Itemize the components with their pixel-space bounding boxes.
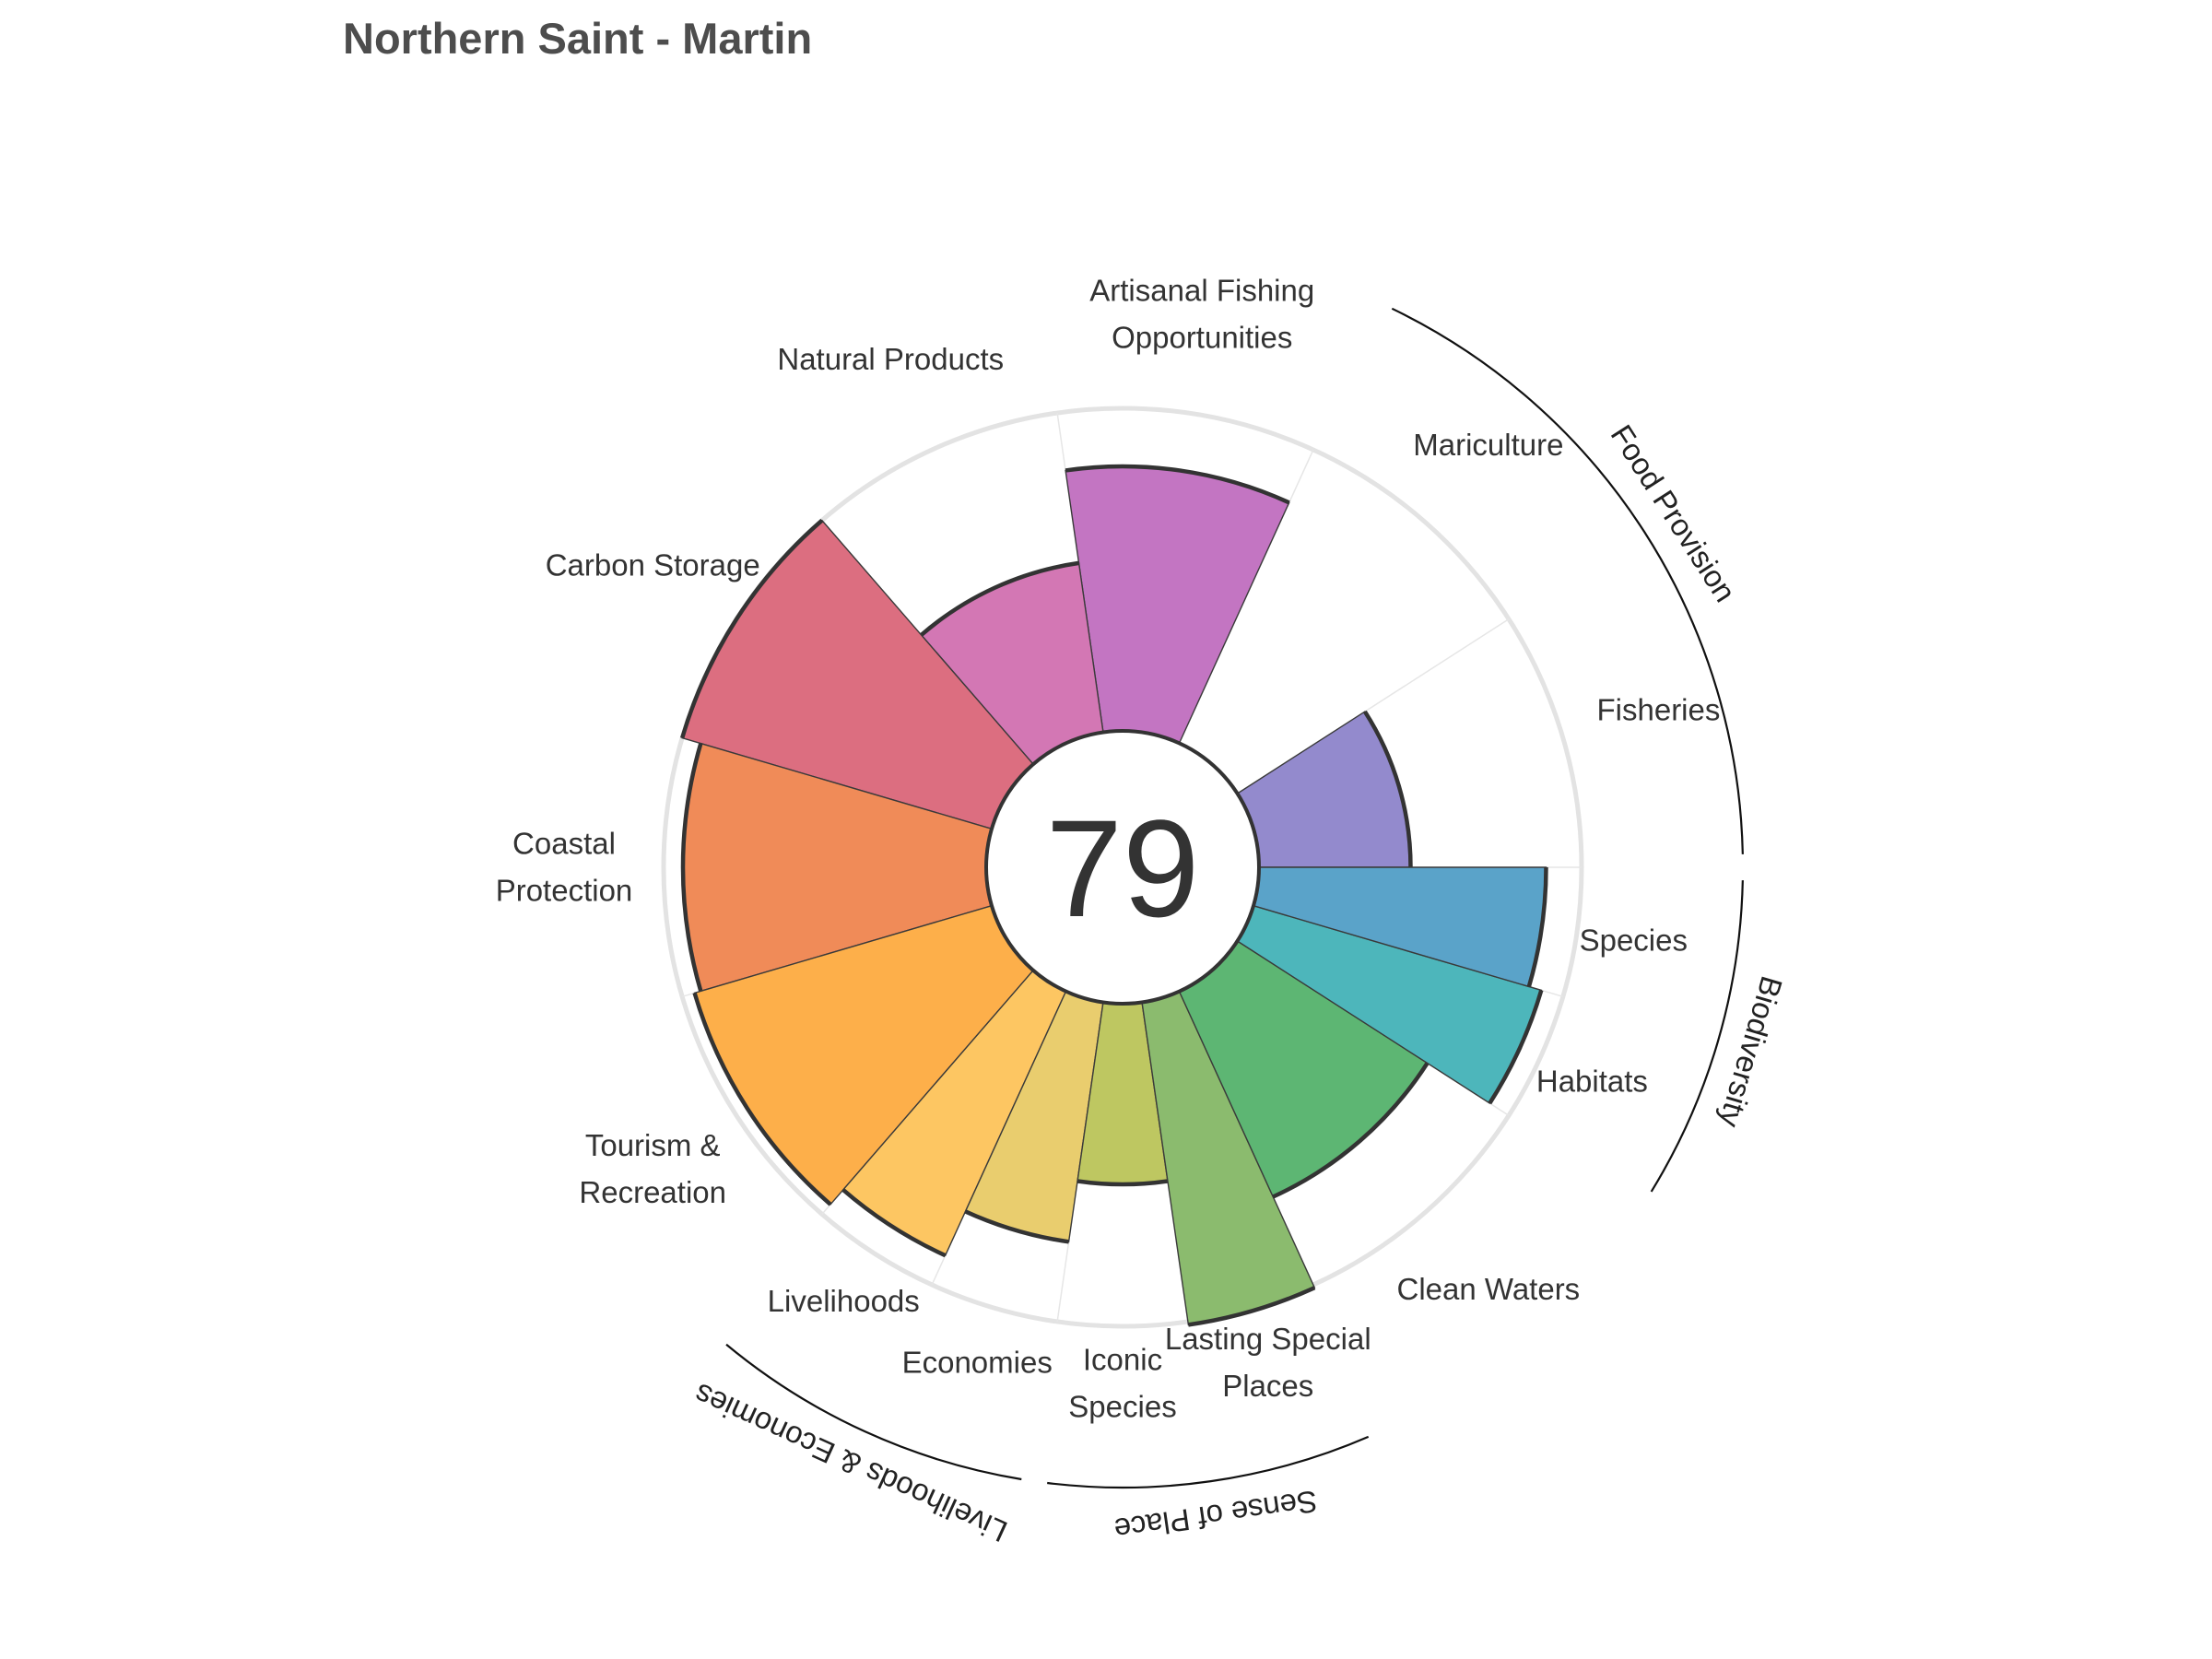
petal-outline-clean-waters: [1272, 1062, 1430, 1199]
label-tourism-and-recreation: Tourism & Recreation: [579, 1128, 726, 1209]
petal-outline-artisanal-fishing-opportunities: [1065, 464, 1290, 505]
petal-fisheries: [1236, 711, 1412, 868]
label-iconic-species: Iconic Species: [1068, 1343, 1176, 1424]
group-arc-food-provision: [1391, 307, 1744, 854]
petal-outline-economies: [964, 1209, 1069, 1244]
group-label-food-provision: Food Provision: [1605, 418, 1743, 607]
petal-outline-iconic-species: [1077, 1179, 1169, 1187]
group-label-sense-of-place: Sense of Place: [1112, 1484, 1320, 1547]
petal-outline-livelihoods: [841, 1188, 947, 1258]
label-livelihoods: Livelihoods: [768, 1284, 920, 1318]
petal-outline-lasting-special-places: [1188, 1286, 1316, 1327]
label-lasting-special-places: Lasting Special Places: [1165, 1322, 1371, 1403]
label-mariculture: Mariculture: [1413, 428, 1563, 462]
label-natural-products: Natural Products: [777, 342, 1004, 376]
petal-outline-coastal-protection: [680, 742, 703, 993]
group-label-livelihoods-and-economies: Livelihoods & Economies: [688, 1377, 1012, 1549]
label-species: Species: [1580, 924, 1688, 958]
group-arc-sense-of-place: [1047, 1435, 1370, 1489]
label-habitats: Habitats: [1536, 1065, 1648, 1099]
petal-outline-habitats: [1488, 989, 1544, 1105]
petal-outline-natural-products: [920, 560, 1079, 637]
chart-title: Northern Saint - Martin: [343, 14, 813, 63]
petals: [680, 464, 1548, 1327]
overall-score: 79: [1046, 791, 1200, 946]
petal-outline-fisheries: [1362, 710, 1413, 868]
petal-outline-tourism-and-recreation: [692, 992, 832, 1206]
label-clean-waters: Clean Waters: [1397, 1272, 1581, 1306]
group-arc-biodiversity: [1650, 880, 1744, 1193]
label-economies: Economies: [902, 1345, 1053, 1379]
group-arc-livelihoods-and-economies: [725, 1343, 1022, 1481]
group-label-biodiversity: Biodiversity: [1712, 972, 1789, 1132]
petal-outline-species: [1526, 866, 1548, 988]
label-fisheries: Fisheries: [1597, 692, 1721, 726]
label-carbon-storage: Carbon Storage: [546, 547, 760, 582]
center-disc: [984, 729, 1261, 1006]
category-labels: Fisheries Mariculture Artisanal Fishing Opp…: [496, 274, 1721, 1424]
petal-outline-carbon-storage: [680, 518, 824, 739]
label-artisanal-fishing-opportunities: Artisanal Fishing Opportunities: [1089, 274, 1314, 355]
label-coastal-protection: Coastal Protection: [496, 827, 633, 908]
